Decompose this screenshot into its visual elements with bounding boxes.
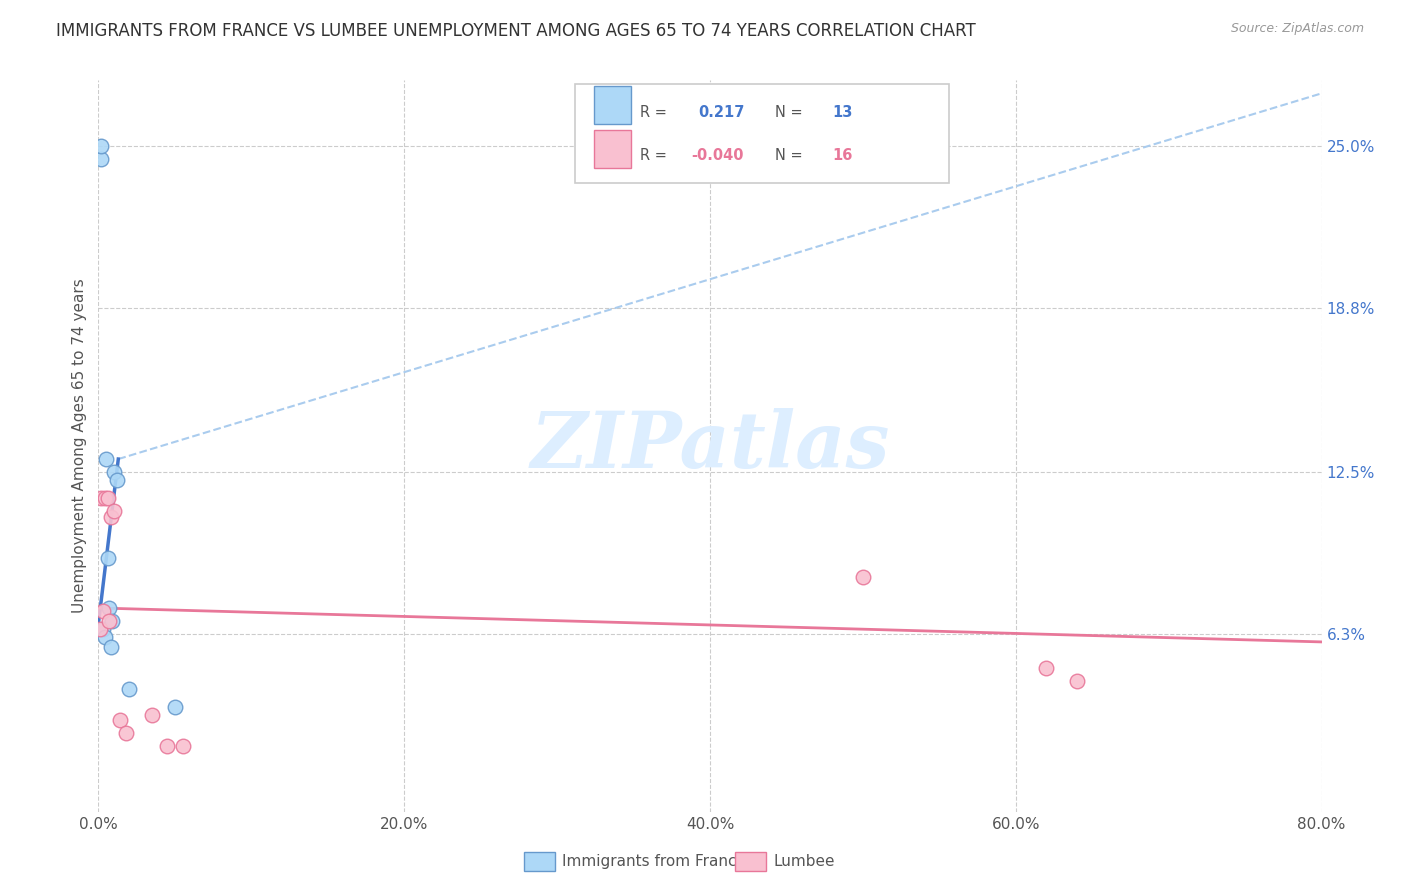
Text: Source: ZipAtlas.com: Source: ZipAtlas.com — [1230, 22, 1364, 36]
Text: 0.217: 0.217 — [697, 104, 744, 120]
Point — [1066, 674, 1088, 689]
Point — [93, 630, 115, 644]
Text: 16: 16 — [832, 148, 852, 163]
Point — [852, 569, 875, 583]
Point — [115, 726, 138, 740]
Point — [105, 473, 128, 487]
Point — [100, 640, 122, 655]
Point — [103, 504, 125, 518]
Point — [172, 739, 194, 754]
Text: N =: N = — [775, 148, 803, 163]
Point — [90, 138, 112, 153]
Point — [118, 681, 141, 696]
Point — [100, 509, 122, 524]
Text: IMMIGRANTS FROM FRANCE VS LUMBEE UNEMPLOYMENT AMONG AGES 65 TO 74 YEARS CORRELAT: IMMIGRANTS FROM FRANCE VS LUMBEE UNEMPLO… — [56, 22, 976, 40]
Point — [108, 714, 131, 728]
Point — [90, 152, 112, 166]
Point — [101, 614, 124, 628]
Point — [98, 614, 121, 628]
Text: 13: 13 — [832, 104, 852, 120]
Text: N =: N = — [775, 104, 803, 120]
Text: Lumbee: Lumbee — [773, 855, 835, 869]
Point — [89, 622, 111, 636]
Text: ZIPatlas: ZIPatlas — [530, 408, 890, 484]
FancyBboxPatch shape — [575, 84, 949, 183]
Point — [1035, 661, 1057, 675]
Point — [97, 551, 120, 566]
Text: Immigrants from France: Immigrants from France — [562, 855, 747, 869]
Text: R =: R = — [640, 104, 668, 120]
Point — [90, 491, 112, 506]
Point — [163, 700, 186, 714]
Point — [91, 622, 114, 636]
Point — [98, 601, 121, 615]
Point — [94, 452, 117, 467]
Point — [103, 465, 125, 479]
FancyBboxPatch shape — [593, 86, 630, 124]
Point — [156, 739, 179, 754]
Text: -0.040: -0.040 — [692, 148, 744, 163]
Point — [91, 604, 114, 618]
Point — [141, 708, 163, 723]
FancyBboxPatch shape — [593, 129, 630, 168]
Y-axis label: Unemployment Among Ages 65 to 74 years: Unemployment Among Ages 65 to 74 years — [72, 278, 87, 614]
Point — [93, 491, 115, 506]
Text: R =: R = — [640, 148, 668, 163]
Point — [97, 491, 120, 506]
